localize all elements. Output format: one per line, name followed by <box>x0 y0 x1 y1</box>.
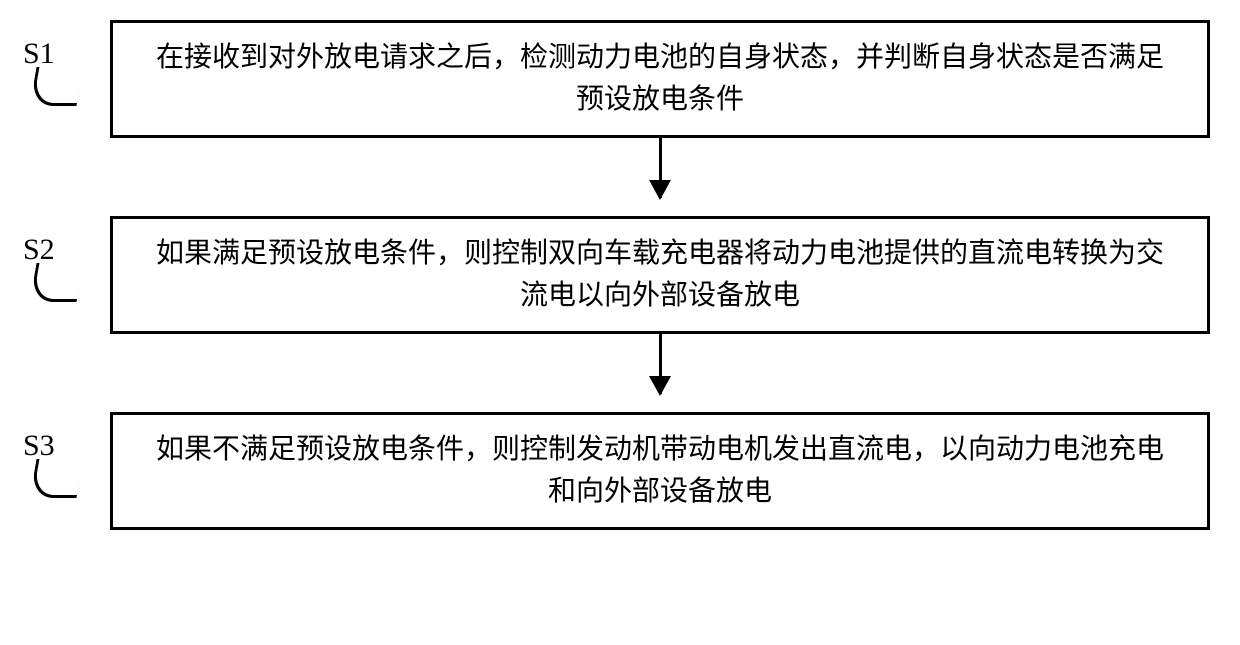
step-text-s3: 如果不满足预设放电条件，则控制发动机带动电机发出直流电，以向动力电池充电和向外部… <box>156 434 1164 507</box>
step-box-s3: S3 如果不满足预设放电条件，则控制发动机带动电机发出直流电，以向动力电池充电和… <box>110 412 1210 530</box>
step-box-s1: S1 在接收到对外放电请求之后，检测动力电池的自身状态，并判断自身状态是否满足预… <box>110 20 1210 138</box>
flowchart-container: S1 在接收到对外放电请求之后，检测动力电池的自身状态，并判断自身状态是否满足预… <box>110 20 1210 530</box>
arrow-s1-s2 <box>110 138 1210 216</box>
step-text-s1: 在接收到对外放电请求之后，检测动力电池的自身状态，并判断自身状态是否满足预设放电… <box>156 42 1164 115</box>
step-box-s2: S2 如果满足预设放电条件，则控制双向车载充电器将动力电池提供的直流电转换为交流… <box>110 216 1210 334</box>
step-label-s1: S1 <box>23 31 55 76</box>
arrow-s2-s3 <box>110 334 1210 412</box>
step-label-s3: S3 <box>23 423 55 468</box>
arrow-line-icon <box>659 334 662 394</box>
step-text-s2: 如果满足预设放电条件，则控制双向车载充电器将动力电池提供的直流电转换为交流电以向… <box>156 238 1164 311</box>
arrow-line-icon <box>659 138 662 198</box>
step-label-s2: S2 <box>23 227 55 272</box>
